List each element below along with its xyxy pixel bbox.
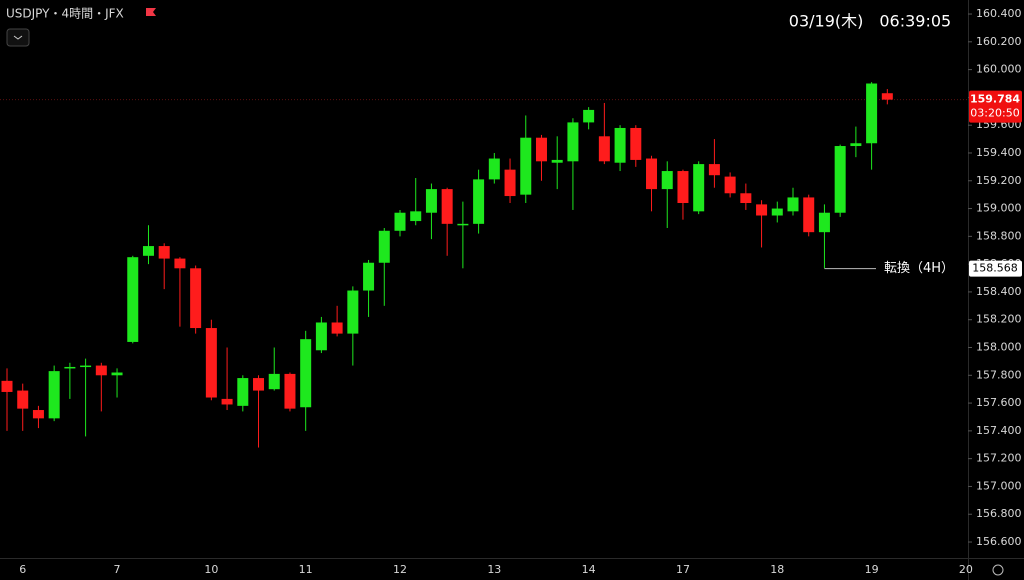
y-tick-label: 160.200 [976, 35, 1022, 48]
candle-body [363, 262, 375, 291]
candle-body [158, 246, 170, 259]
chart-title: USDJPY・4時間・JFX [6, 7, 124, 21]
candle-body [331, 322, 343, 334]
price-tag-value: 159.784 [970, 93, 1020, 106]
candle-body [48, 371, 60, 419]
candle-body [693, 164, 705, 212]
y-tick-label: 159.200 [976, 174, 1022, 187]
candle-body [551, 159, 563, 163]
candle-body [567, 122, 579, 162]
candle-body [881, 93, 893, 100]
y-tick-label: 158.000 [976, 340, 1022, 353]
candle-body [111, 372, 123, 376]
candle-body [866, 83, 878, 144]
candle-body [80, 365, 92, 368]
candle-body [646, 158, 658, 190]
y-tick-label: 158.200 [976, 313, 1022, 326]
y-tick-label: 157.200 [976, 452, 1022, 465]
y-tick-label: 158.800 [976, 229, 1022, 242]
y-tick-label: 156.600 [976, 535, 1022, 548]
x-tick-label: 17 [676, 563, 690, 576]
countdown: 03:20:50 [970, 107, 1019, 120]
candle-body [394, 212, 406, 231]
candle-body [347, 290, 359, 334]
y-tick-label: 157.400 [976, 424, 1022, 437]
candle-body [174, 258, 186, 269]
candle-body [378, 230, 390, 263]
x-tick-label: 12 [393, 563, 407, 576]
candle-body [535, 137, 547, 162]
annotation-text: 転換（4H） [884, 261, 954, 276]
x-tick-label: 6 [19, 563, 26, 576]
candle-body [756, 204, 768, 216]
y-tick-label: 157.600 [976, 396, 1022, 409]
candle-body [315, 322, 327, 351]
candle-body [504, 169, 516, 197]
x-tick-label: 11 [299, 563, 313, 576]
candle-body [17, 390, 29, 409]
x-tick-label: 13 [487, 563, 501, 576]
candle-body [661, 171, 673, 190]
candle-body [740, 193, 752, 203]
candle-body [221, 398, 233, 405]
x-tick-label: 7 [114, 563, 121, 576]
timestamp: 03/19(木) 06:39:05 [789, 12, 951, 31]
annotation-price: 158.568 [972, 262, 1018, 275]
x-tick-label: 10 [204, 563, 218, 576]
y-tick-label: 157.000 [976, 479, 1022, 492]
price-tag [969, 90, 1022, 123]
candle-body [834, 146, 846, 213]
candle-body [32, 410, 44, 419]
candle-body [520, 137, 532, 195]
x-tick-label: 20 [959, 563, 973, 576]
candle-body [488, 158, 500, 180]
y-tick-label: 160.000 [976, 63, 1022, 76]
flag-icon[interactable] [146, 8, 156, 16]
candle-body [300, 339, 312, 408]
candle-body [803, 197, 815, 233]
candle-body [583, 109, 595, 123]
candle-body [1, 380, 13, 392]
candle-body [598, 136, 610, 162]
candle-body [268, 373, 280, 390]
chevron [13, 35, 23, 40]
candle-body [253, 378, 265, 391]
candle-body [284, 373, 296, 409]
candle-body [787, 197, 799, 212]
candle-body [457, 223, 469, 226]
candle-body [818, 212, 830, 233]
x-tick-label: 14 [582, 563, 596, 576]
candle-body [190, 268, 202, 329]
candle-body [142, 246, 154, 256]
candle-body [630, 127, 642, 160]
candle-body [237, 378, 249, 406]
y-tick-label: 159.400 [976, 146, 1022, 159]
candle-body [473, 179, 485, 224]
y-tick-label: 156.800 [976, 507, 1022, 520]
candle-body [708, 164, 720, 176]
y-tick-label: 159.000 [976, 202, 1022, 215]
settings-icon[interactable] [992, 564, 1004, 576]
y-tick-label: 158.400 [976, 285, 1022, 298]
candle-body [95, 365, 107, 376]
candle-body [771, 208, 783, 216]
candle-body [410, 211, 422, 222]
candle-body [127, 257, 139, 342]
collapse-button[interactable] [6, 28, 30, 47]
candle-body [425, 189, 437, 213]
y-tick-label: 157.800 [976, 368, 1022, 381]
candle-body [614, 127, 626, 163]
y-tick-label: 160.400 [976, 7, 1022, 20]
candle-body [850, 143, 862, 147]
candle-body [677, 171, 689, 203]
annotation-tag [969, 260, 1022, 277]
candle-body [64, 366, 76, 369]
candle-body [724, 176, 736, 194]
candle-body [205, 328, 217, 398]
x-tick-label: 19 [865, 563, 879, 576]
x-tick-label: 18 [770, 563, 784, 576]
candle-body [441, 189, 453, 224]
